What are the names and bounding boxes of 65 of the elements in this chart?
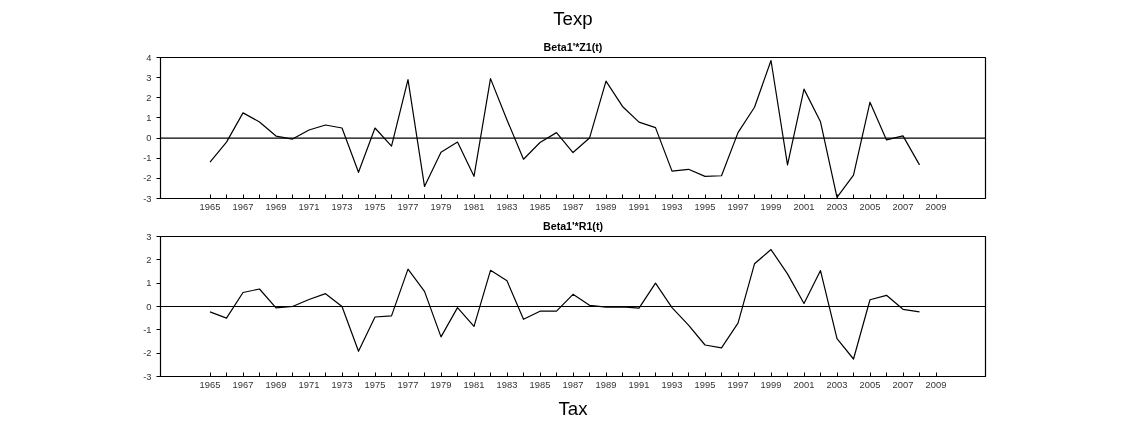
x-tick-label: 1973	[331, 201, 353, 212]
y-tick-label: -1	[143, 153, 152, 164]
x-tick-label: 1991	[628, 201, 650, 212]
y-tick-label: 0	[146, 133, 152, 144]
x-tick-label: 1987	[562, 201, 584, 212]
x-tick-label: 1997	[727, 379, 749, 390]
x-tick-label: 1993	[661, 201, 683, 212]
x-tick-label: 1975	[364, 379, 386, 390]
y-tick-label: -3	[143, 193, 152, 204]
x-tick-label: 2005	[859, 379, 881, 390]
y-tick-label: 1	[146, 112, 152, 123]
x-tick-label: 1999	[760, 379, 782, 390]
x-tick-label: 1973	[331, 379, 353, 390]
y-tick-label: 4	[146, 52, 152, 63]
x-tick-label: 1981	[463, 201, 485, 212]
x-tick-label: 1989	[595, 201, 617, 212]
x-tick-label: 1981	[463, 379, 485, 390]
chart-title: Beta1'*R1(t)	[543, 219, 604, 232]
y-tick-label: 2	[146, 254, 152, 265]
x-tick-label: 1979	[430, 201, 452, 212]
y-tick-label: 3	[146, 231, 152, 242]
x-tick-label: 1985	[529, 379, 551, 390]
x-tick-label: 1977	[397, 379, 419, 390]
x-tick-label: 1971	[298, 201, 320, 212]
x-tick-label: 1987	[562, 379, 584, 390]
y-tick-label: -1	[143, 324, 152, 335]
x-tick-label: 1977	[397, 201, 419, 212]
text: Tax	[558, 397, 589, 419]
chart-title: Beta1'*Z1(t)	[543, 40, 603, 53]
x-tick-label: 2009	[925, 201, 947, 212]
y-tick-label: 2	[146, 92, 152, 103]
text: Texp	[553, 7, 593, 29]
x-tick-label: 1975	[364, 201, 386, 212]
x-tick-label: 2007	[892, 201, 914, 212]
x-tick-label: 1995	[694, 379, 716, 390]
y-tick-label: 1	[146, 278, 152, 289]
x-tick-label: 1967	[232, 379, 254, 390]
x-tick-label: 2001	[793, 379, 815, 390]
x-tick-label: 1995	[694, 201, 716, 212]
x-tick-label: 2003	[826, 201, 848, 212]
x-tick-label: 1983	[496, 379, 518, 390]
x-tick-label: 1971	[298, 379, 320, 390]
x-tick-label: 1969	[265, 201, 287, 212]
x-tick-label: 2001	[793, 201, 815, 212]
x-tick-label: 1969	[265, 379, 287, 390]
y-tick-label: -2	[143, 173, 152, 184]
y-tick-label: -2	[143, 348, 152, 359]
x-tick-label: 2007	[892, 379, 914, 390]
x-tick-label: 1965	[199, 201, 221, 212]
x-tick-label: 1993	[661, 379, 683, 390]
x-tick-label: 1985	[529, 201, 551, 212]
x-tick-label: 1991	[628, 379, 650, 390]
x-tick-label: 1983	[496, 201, 518, 212]
x-tick-label: 1997	[727, 201, 749, 212]
x-tick-label: 1979	[430, 379, 452, 390]
y-tick-label: -3	[143, 371, 152, 382]
y-tick-label: 3	[146, 72, 152, 83]
x-tick-label: 1999	[760, 201, 782, 212]
x-tick-label: 1989	[595, 379, 617, 390]
x-tick-label: 2009	[925, 379, 947, 390]
x-tick-label: 2003	[826, 379, 848, 390]
x-tick-label: 2005	[859, 201, 881, 212]
y-tick-label: 0	[146, 301, 152, 312]
x-tick-label: 1965	[199, 379, 221, 390]
x-tick-label: 1967	[232, 201, 254, 212]
